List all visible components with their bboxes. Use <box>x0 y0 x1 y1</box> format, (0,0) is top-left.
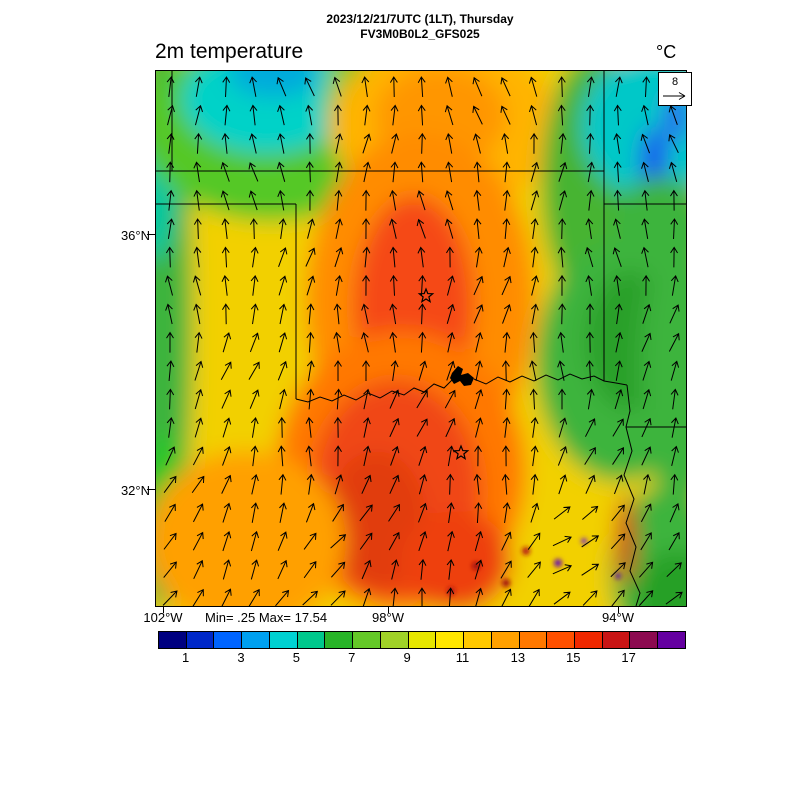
colorbar-segment <box>408 632 437 648</box>
reference-arrow-icon <box>663 92 686 100</box>
colorbar-segment <box>269 632 298 648</box>
colorbar-segment <box>297 632 326 648</box>
colorbar-tick-label: 9 <box>403 650 411 665</box>
colorbar-segment <box>325 632 354 648</box>
city-star-marker <box>452 444 470 461</box>
colorbar-tick-label: 1 <box>182 650 190 665</box>
lat-label-36n: 36°N <box>120 228 150 243</box>
colorbar-tick-label: 7 <box>348 650 356 665</box>
colorbar-segment <box>602 632 631 648</box>
lon-label-94w: 94°W <box>602 610 634 625</box>
datetime-title: 2023/12/21/7UTC (1LT), Thursday <box>326 12 514 26</box>
wind-reference-value: 8 <box>671 76 679 88</box>
lat-tick-32n <box>147 489 155 490</box>
colorbar-tick-label: 11 <box>455 650 470 665</box>
lon-label-98w: 98°W <box>372 610 404 625</box>
colorbar-tick-label: 3 <box>237 650 245 665</box>
colorbar-segment <box>214 632 243 648</box>
colorbar-segment <box>353 632 381 648</box>
temperature-field <box>156 71 686 606</box>
colorbar-segment <box>464 632 492 648</box>
colorbar-labels: 1 3 5 7 9 11 13 15 17 <box>158 650 684 666</box>
wind-reference-box: 8 <box>658 72 692 106</box>
temperature-map <box>156 71 686 606</box>
colorbar-segment <box>242 632 270 648</box>
colorbar-segment <box>547 632 576 648</box>
temperature-colorbar <box>158 631 686 649</box>
lon-label-102w: 102°W <box>143 610 183 625</box>
model-title: FV3M0B0L2_GFS025 <box>360 27 480 41</box>
colorbar-segment <box>436 632 465 648</box>
colorbar-segment <box>575 632 603 648</box>
city-star-marker <box>417 287 435 304</box>
colorbar-tick-label: 17 <box>621 650 636 665</box>
colorbar-segment <box>491 632 520 648</box>
colorbar-tick-label: 13 <box>510 650 526 665</box>
colorbar-tick-label: 5 <box>292 650 301 665</box>
wind-vectors-layer <box>162 76 683 606</box>
lon-tick-102w <box>163 606 164 613</box>
state-borders <box>156 71 686 606</box>
units-label: °C <box>656 42 677 62</box>
lake-texoma-marker <box>450 366 474 386</box>
colorbar-segment <box>380 632 409 648</box>
colorbar-segment <box>186 632 215 648</box>
map-canvas <box>155 70 687 607</box>
variable-title: 2m temperature <box>155 40 304 63</box>
lon-tick-94w <box>618 606 619 613</box>
colorbar-tick-label: 15 <box>566 650 581 665</box>
city-star-markers <box>417 287 470 461</box>
colorbar-segment <box>159 632 187 648</box>
lat-label-32n: 32°N <box>120 483 150 498</box>
minmax-stats: Min= .25 Max= 17.54 <box>205 610 328 625</box>
temperature-speckles <box>447 538 621 595</box>
colorbar-segment <box>658 632 685 648</box>
colorbar-segment <box>519 632 548 648</box>
plot-header: 2023/12/21/7UTC (1LT), Thursday FV3M0B0L… <box>155 12 685 42</box>
colorbar-segment <box>630 632 659 648</box>
lat-tick-36n <box>147 234 155 235</box>
lon-tick-98w <box>388 606 389 613</box>
